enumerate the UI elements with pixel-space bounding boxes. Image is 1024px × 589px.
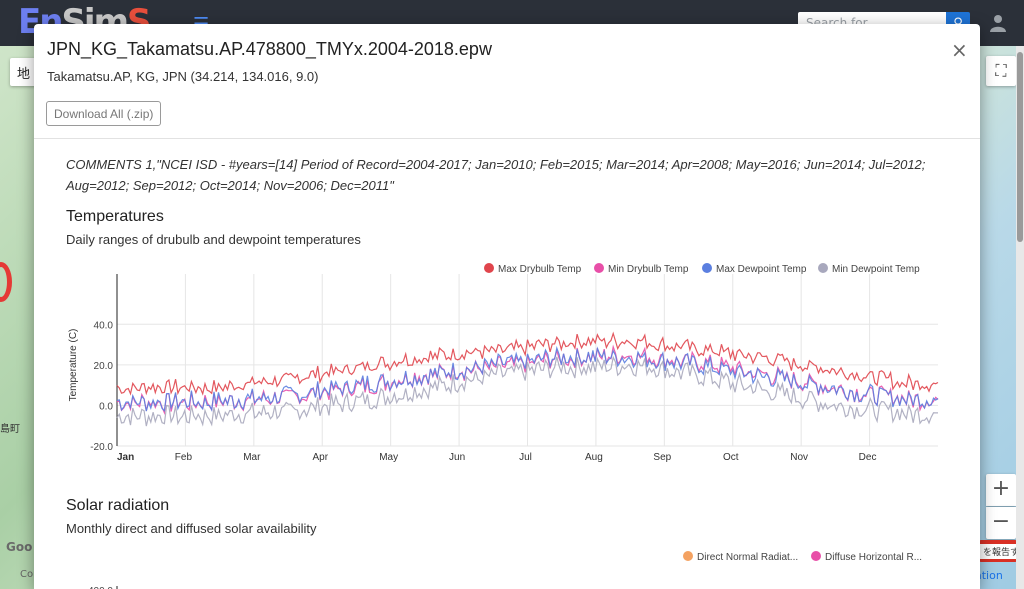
zoom-in-button[interactable]: + xyxy=(986,474,1016,506)
solar-legend-marker-1 xyxy=(811,551,821,561)
map-attribution-link[interactable]: ation xyxy=(975,569,1003,582)
legend-marker-1 xyxy=(594,263,604,273)
x-tick-label-7: Aug xyxy=(585,452,603,463)
x-tick-label-2: Mar xyxy=(243,452,261,463)
y-tick-label-0: -20.0 xyxy=(90,442,113,453)
legend-marker-0 xyxy=(484,263,494,273)
x-tick-label-0: Jan xyxy=(117,452,134,463)
close-icon[interactable]: × xyxy=(951,38,968,62)
x-tick-label-9: Oct xyxy=(723,452,739,463)
search-icon: ⚲ xyxy=(953,16,963,31)
x-tick-label-10: Nov xyxy=(790,452,808,463)
page-scrollbar[interactable] xyxy=(1016,46,1024,589)
legend-marker-3 xyxy=(818,263,828,273)
solar-legend-label-1: Diffuse Horizontal R... xyxy=(825,552,922,563)
x-tick-label-8: Sep xyxy=(653,452,671,463)
fullscreen-icon[interactable]: ⛶ xyxy=(986,56,1016,86)
map-copyright: Co xyxy=(20,569,34,580)
map-report-link[interactable]: を報告す xyxy=(980,544,1023,559)
legend-label-2: Max Dewpoint Temp xyxy=(716,264,807,275)
x-tick-label-4: May xyxy=(379,452,398,463)
x-tick-label-3: Apr xyxy=(312,452,328,463)
temperatures-description: Daily ranges of drubulb and dewpoint tem… xyxy=(66,232,361,247)
download-all-button[interactable]: Download All (.zip) xyxy=(46,101,162,126)
legend-label-3: Min Dewpoint Temp xyxy=(832,264,920,275)
map-city-label: 島町 xyxy=(0,424,20,435)
legend-label-1: Min Drybulb Temp xyxy=(608,264,689,275)
solar-description: Monthly direct and diffused solar availa… xyxy=(66,521,317,536)
station-location: Takamatsu.AP, KG, JPN (34.214, 134.016, … xyxy=(47,69,319,84)
series-line-0 xyxy=(116,331,939,396)
solar-y-tick-label-0: 400.0 xyxy=(88,586,113,589)
user-icon[interactable] xyxy=(990,14,1006,32)
y-tick-label-3: 40.0 xyxy=(94,320,114,331)
weather-file-modal: JPN_KG_Takamatsu.AP.478800_TMYx.2004-201… xyxy=(34,24,980,589)
solar-legend-marker-0 xyxy=(683,551,693,561)
x-tick-label-1: Feb xyxy=(175,452,193,463)
y-axis-label: Temperature (C) xyxy=(68,329,79,402)
page-scrollbar-thumb[interactable] xyxy=(1017,52,1023,242)
series-line-3 xyxy=(116,355,938,427)
zoom-out-button[interactable]: − xyxy=(986,507,1016,539)
modal-header: JPN_KG_Takamatsu.AP.478800_TMYx.2004-201… xyxy=(34,24,980,139)
x-tick-label-6: Jul xyxy=(519,452,532,463)
solar-radiation-chart[interactable]: Direct Normal Radiat... Diffuse Horizonta… xyxy=(34,544,980,589)
legend-marker-2 xyxy=(702,263,712,273)
x-tick-label-5: Jun xyxy=(449,452,465,463)
solar-heading: Solar radiation xyxy=(66,497,170,514)
y-tick-label-1: 0.0 xyxy=(99,401,113,412)
google-logo: Goo xyxy=(6,540,33,554)
file-comments: COMMENTS 1,"NCEI ISD - #years=[14] Perio… xyxy=(66,157,926,193)
modal-title: JPN_KG_Takamatsu.AP.478800_TMYx.2004-201… xyxy=(47,39,492,59)
temperature-chart[interactable]: Max Drybulb Temp Min Drybulb Temp Max Dewp… xyxy=(34,254,980,484)
solar-legend-label-0: Direct Normal Radiat... xyxy=(697,552,798,563)
legend-label-0: Max Drybulb Temp xyxy=(498,264,582,275)
series-line-2 xyxy=(116,345,939,412)
x-tick-label-11: Dec xyxy=(859,452,877,463)
map-region-outline xyxy=(0,262,12,302)
temperatures-heading: Temperatures xyxy=(66,208,164,225)
y-tick-label-2: 20.0 xyxy=(94,361,114,372)
